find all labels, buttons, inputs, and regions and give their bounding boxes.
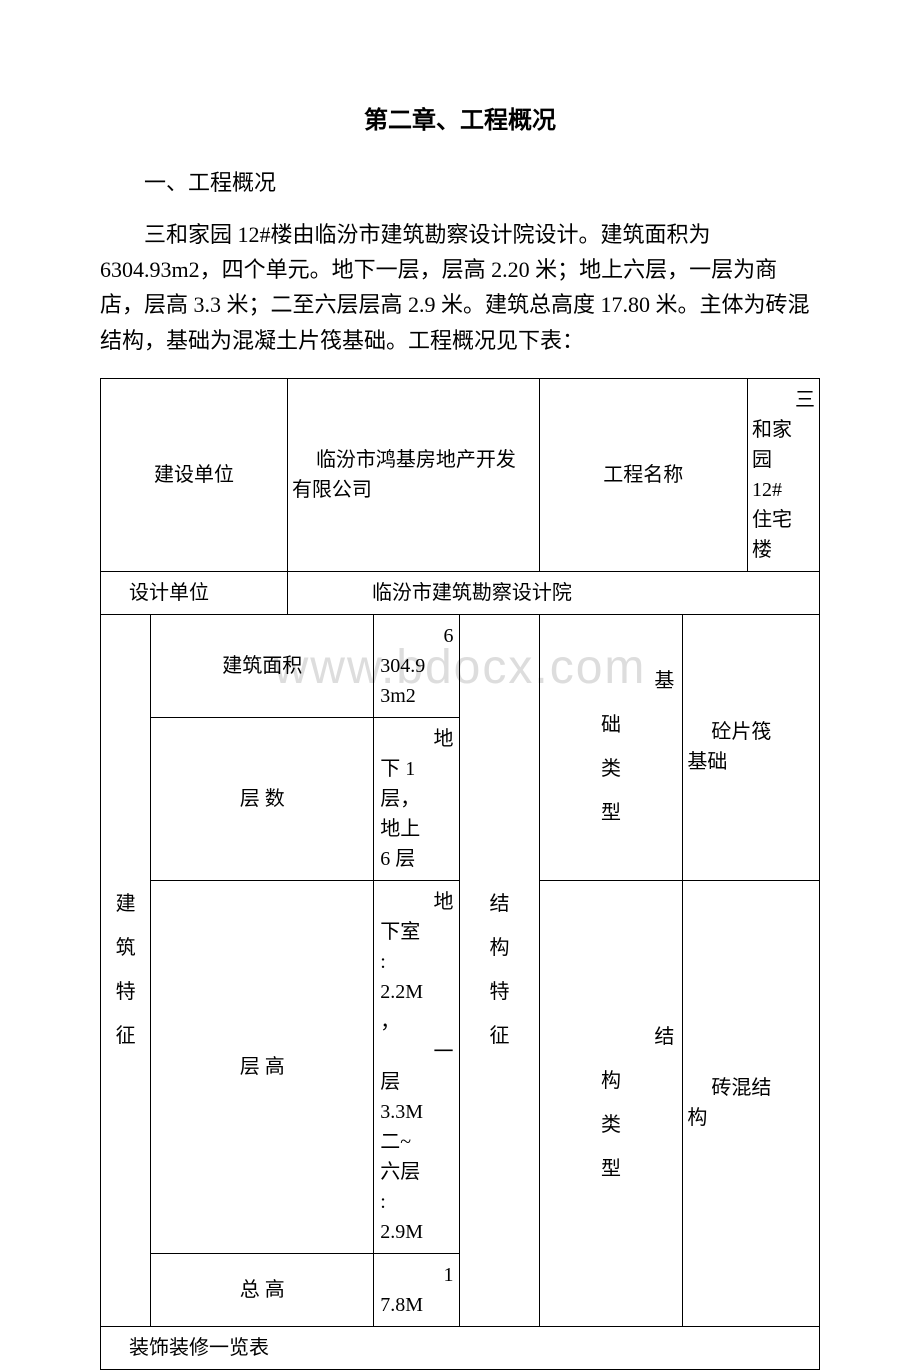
chapter-title: 第二章、工程概况 <box>100 100 820 135</box>
section-heading: 一、工程概况 <box>100 165 820 197</box>
label-floor-height: 层 高 <box>151 880 374 1253</box>
body-paragraph: 三和家园 12#楼由临汾市建筑勘察设计院设计。建筑面积为6304.93m2，四个… <box>100 217 820 358</box>
value-project-name: 三三和家园12#住宅楼和家园12#住宅楼 <box>748 378 820 571</box>
label-structure-type: 结构类型 <box>539 880 683 1326</box>
label-building-area: 建筑面积 <box>151 614 374 717</box>
label-decoration-header: 装饰装修一览表 <box>101 1326 820 1369</box>
label-project-name: 工程名称 <box>539 378 747 571</box>
table-row: 设计单位 临汾市建筑勘察设计院 <box>101 571 820 614</box>
label-total-height: 总 高 <box>151 1253 374 1326</box>
label-floors: 层 数 <box>151 717 374 880</box>
table-row: 建筑特征 建筑面积 6304.93m2 结构特征 基础类型 砼片筏基础 <box>101 614 820 717</box>
value-total-height: 17.8M <box>374 1253 460 1326</box>
value-building-area: 6304.93m2 <box>374 614 460 717</box>
label-structure-feature: 结构特征 <box>460 614 539 1326</box>
body-paragraph-text: 三和家园 12#楼由临汾市建筑勘察设计院设计。建筑面积为6304.93m2，四个… <box>100 222 810 353</box>
table-row: 建设单位 临汾市鸿基房地产开发有限公司 工程名称 三三和家园12#住宅楼和家园1… <box>101 378 820 571</box>
label-construction-unit: 建设单位 <box>101 378 288 571</box>
value-floors: 地下 1层，地上6 层 <box>374 717 460 880</box>
page-content: 第二章、工程概况 一、工程概况 三和家园 12#楼由临汾市建筑勘察设计院设计。建… <box>100 100 820 1370</box>
value-floor-height: 地下室:2.2M，一层3.3M二~六层:2.9M <box>374 880 460 1253</box>
project-overview-table: 建设单位 临汾市鸿基房地产开发有限公司 工程名称 三三和家园12#住宅楼和家园1… <box>100 378 820 1370</box>
value-construction-unit: 临汾市鸿基房地产开发有限公司 <box>287 378 539 571</box>
label-building-feature: 建筑特征 <box>101 614 151 1326</box>
value-foundation-type: 砼片筏基础 <box>683 614 820 880</box>
label-foundation-type: 基础类型 <box>539 614 683 880</box>
label-design-unit: 设计单位 <box>101 571 288 614</box>
value-structure-type: 砖混结构 <box>683 880 820 1326</box>
table-row: 装饰装修一览表 <box>101 1326 820 1369</box>
value-design-unit: 临汾市建筑勘察设计院 <box>287 571 819 614</box>
